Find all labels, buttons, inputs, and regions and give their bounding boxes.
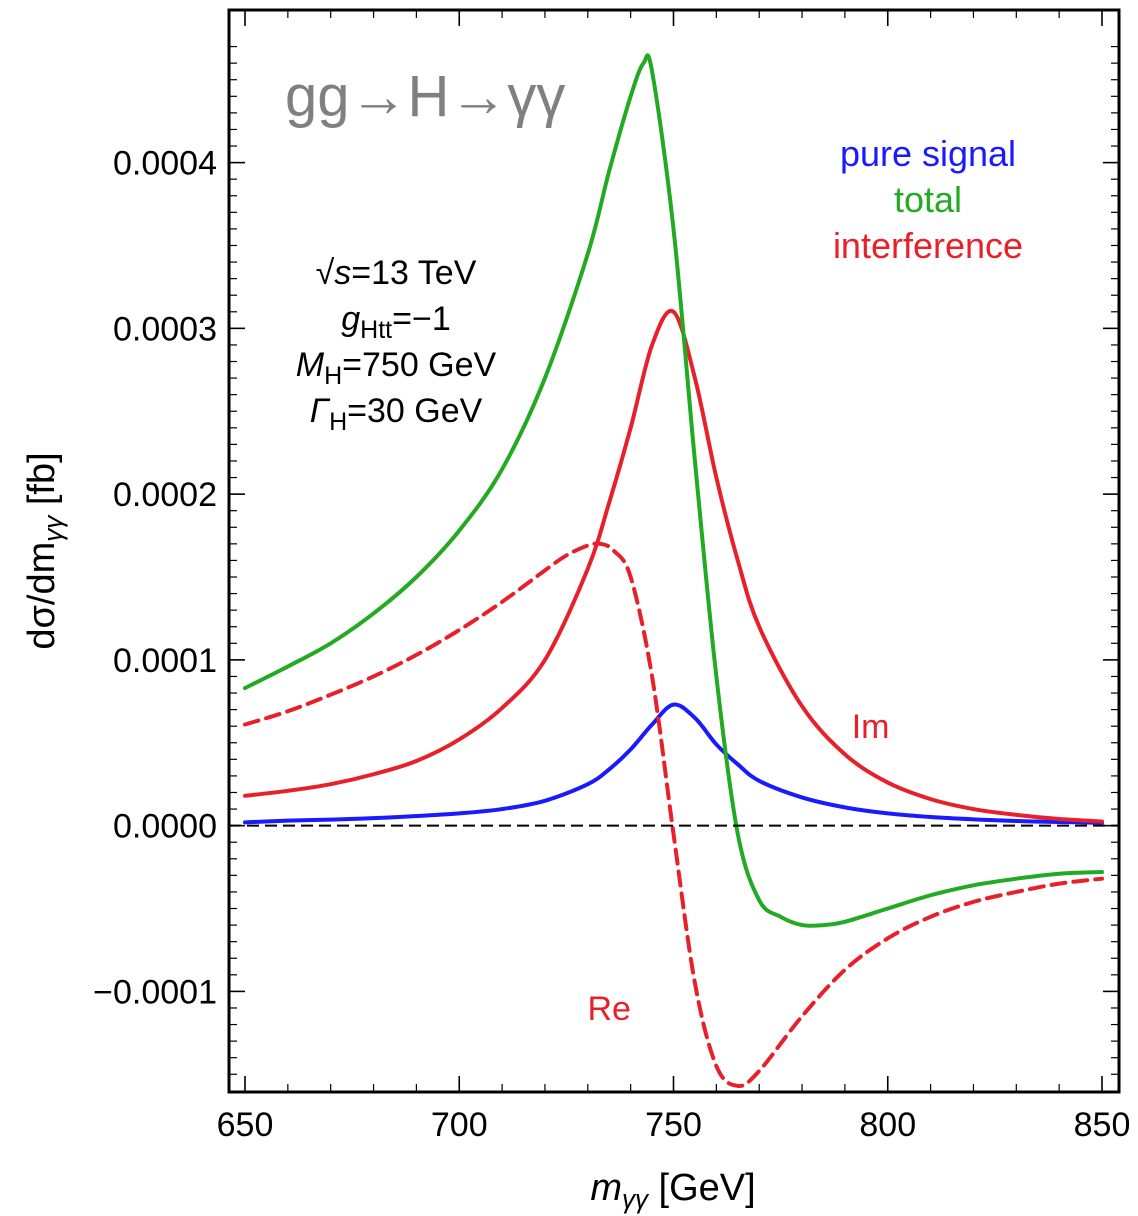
parameter-line: MH=750 GeV <box>296 346 497 390</box>
x-axis-label-sub: γγ <box>622 1184 650 1214</box>
parameter-subscript: H <box>324 362 342 390</box>
x-axis-label: mγγ [GeV] <box>590 1167 755 1214</box>
parameter-symbol: M <box>296 346 325 384</box>
x-tick-label: 650 <box>217 1106 274 1144</box>
series-line-pure-signal <box>243 702 1104 825</box>
chart-title: gg→H→γγ <box>285 64 565 129</box>
data-series <box>243 53 1104 1088</box>
annotations: Im Re <box>587 708 889 1028</box>
series-line-interference-im <box>243 308 1104 824</box>
legend-entry: interference <box>833 225 1023 266</box>
x-axis-label-unit: [GeV] <box>648 1167 756 1209</box>
parameter-value: =750 GeV <box>342 346 496 384</box>
parameter-symbol: Γ <box>310 392 331 430</box>
y-axis-label-main: dσ/dm <box>21 542 63 650</box>
parameter-subscript: Htt <box>360 316 392 344</box>
y-axis-label-sub: γγ <box>38 514 68 542</box>
parameter-value: =−1 <box>392 300 451 338</box>
plot-frame <box>227 8 1121 1094</box>
y-tick-label: 0.0003 <box>113 310 217 348</box>
y-tick-label: 0.0000 <box>113 808 217 846</box>
y-tick-label: 0.0002 <box>113 476 217 514</box>
y-tick-label: −0.0001 <box>93 973 217 1011</box>
series-line-total <box>243 53 1104 928</box>
parameter-symbol: g <box>341 300 360 338</box>
x-tick-label: 700 <box>431 1106 488 1144</box>
x-axis-label-main: m <box>590 1167 622 1209</box>
y-axis-label: dσ/dmγγ [fb] <box>21 452 68 649</box>
annotation-im: Im <box>852 708 890 746</box>
legend-entry: pure signal <box>840 133 1016 174</box>
y-axis-label-unit: [fb] <box>21 452 63 515</box>
legend-entry: total <box>894 179 962 220</box>
tick-labels: 650 700 750 800 850 −0.0001 0.0000 0.0001 0.0002… <box>93 145 1130 1144</box>
x-tick-label: 800 <box>859 1106 916 1144</box>
x-tick-label: 850 <box>1074 1106 1131 1144</box>
x-tick-label: 750 <box>645 1106 702 1144</box>
parameter-symbol: √s <box>316 254 352 292</box>
y-tick-label: 0.0004 <box>113 145 217 183</box>
parameter-value: =13 TeV <box>351 254 476 292</box>
parameter-line: gHtt=−1 <box>341 300 451 344</box>
annotation-re: Re <box>587 990 630 1028</box>
parameter-line: √s=13 TeV <box>316 254 477 292</box>
parameter-value: =30 GeV <box>347 392 482 430</box>
y-tick-label: 0.0001 <box>113 642 217 680</box>
series-line-interference-re <box>243 541 1104 1088</box>
legend: pure signal total interference <box>833 133 1023 266</box>
parameter-subscript: H <box>329 408 347 436</box>
parameter-line: ΓH=30 GeV <box>310 392 483 436</box>
